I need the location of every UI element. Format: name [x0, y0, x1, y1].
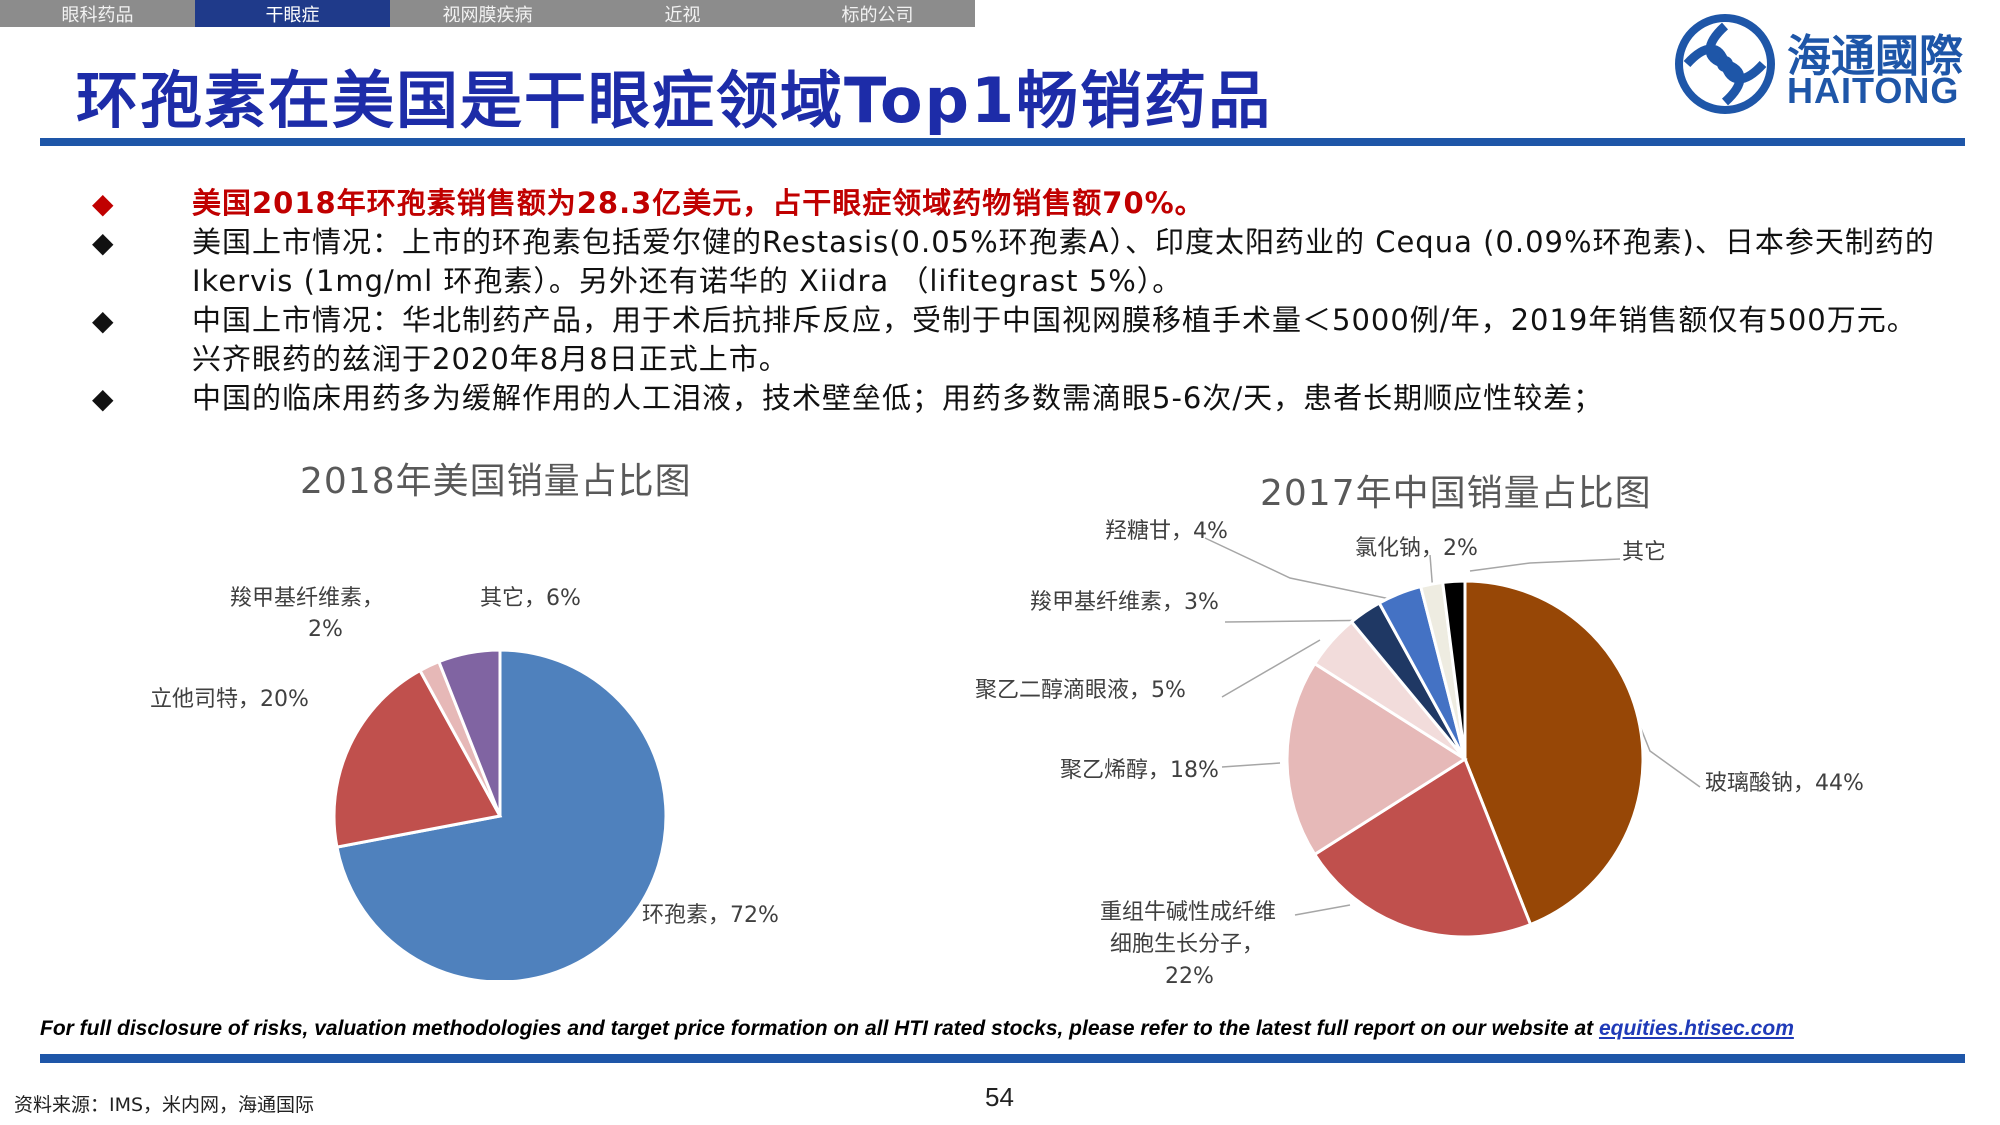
pie-label-pva: 聚乙烯醇，18%: [1060, 758, 1219, 783]
tab-target-companies[interactable]: 标的公司: [780, 0, 975, 27]
bullet-item: ◆ 中国的临床用药多为缓解作用的人工泪液，技术壁垒低；用药多数需滴眼5-6次/天…: [92, 379, 1942, 418]
bullet-item: ◆ 美国上市情况：上市的环孢素包括爱尔健的Restasis(0.05%环孢素A）…: [92, 223, 1942, 301]
haitong-logo-icon: [1675, 14, 1775, 114]
page-title: 环孢素在美国是干眼症领域Top1畅销药品: [76, 50, 1272, 140]
pie-label-sodium-hyaluronate: 玻璃酸钠，44%: [1705, 771, 1864, 796]
diamond-bullet-icon: ◆: [92, 379, 115, 418]
diamond-bullet-icon: ◆: [92, 184, 115, 223]
pie-chart-cn-2017: 羟糖甘，4% 氯化钠，2% 其它 羧甲基纤维素，3% 聚乙二醇滴眼液，5% 聚乙…: [960, 505, 1960, 1005]
logo-text-en: HAITONG: [1787, 70, 1959, 112]
top-nav: 眼科药品 干眼症 视网膜疾病 近视 标的公司: [0, 0, 975, 27]
title-divider: [40, 138, 1965, 146]
pie-label-cyclosporine: 环孢素，72%: [642, 903, 779, 928]
pie-label-cmc-line1: 羧甲基纤维素，: [230, 586, 384, 611]
footer-divider: [40, 1054, 1965, 1063]
haitong-logo: 海通國際 HAITONG: [1675, 14, 1975, 114]
disclosure-sentence: For full disclosure of risks, valuation …: [40, 1017, 1599, 1040]
bullet-text: 中国的临床用药多为缓解作用的人工泪液，技术壁垒低；用药多数需滴眼5-6次/天，患…: [192, 381, 1603, 415]
website-link[interactable]: equities.htisec.com: [1599, 1017, 1794, 1040]
bullet-item: ◆ 中国上市情况：华北制药产品，用于术后抗排斥反应，受制于中国视网膜移植手术量＜…: [92, 301, 1942, 379]
pie-label-peg: 聚乙二醇滴眼液，5%: [975, 678, 1186, 703]
pie-label-rbfgf-line3: 22%: [1165, 964, 1214, 989]
tab-retina-disease[interactable]: 视网膜疾病: [390, 0, 585, 27]
bullet-text: 美国2018年环孢素销售额为28.3亿美元，占干眼症领域药物销售额70%。: [192, 186, 1205, 220]
bullet-item: ◆ 美国2018年环孢素销售额为28.3亿美元，占干眼症领域药物销售额70%。: [92, 184, 1942, 223]
bullet-text: 中国上市情况：华北制药产品，用于术后抗排斥反应，受制于中国视网膜移植手术量＜50…: [192, 303, 1917, 376]
pie-label-hydroxy: 羟糖甘，4%: [1105, 519, 1228, 544]
data-source: 资料来源：IMS，米内网，海通国际: [14, 1090, 314, 1117]
disclosure-text: For full disclosure of risks, valuation …: [40, 1017, 1794, 1041]
chart-title-us-2018: 2018年美国销量占比图: [300, 452, 692, 504]
diamond-bullet-icon: ◆: [92, 223, 115, 262]
diamond-bullet-icon: ◆: [92, 301, 115, 340]
page-number: 54: [985, 1082, 1014, 1113]
bullet-text: 美国上市情况：上市的环孢素包括爱尔健的Restasis(0.05%环孢素A）、印…: [192, 225, 1935, 298]
tab-myopia[interactable]: 近视: [585, 0, 780, 27]
pie-label-rbfgf-line1: 重组牛碱性成纤维: [1100, 900, 1276, 925]
leader-line-other: [1470, 559, 1620, 571]
pie-label-cmc-line2: 2%: [308, 617, 343, 642]
bullet-list: ◆ 美国2018年环孢素销售额为28.3亿美元，占干眼症领域药物销售额70%。 …: [92, 184, 1942, 418]
tab-dry-eye[interactable]: 干眼症: [195, 0, 390, 27]
pie-label-sodium-chloride: 氯化钠，2%: [1355, 536, 1478, 561]
leader-line-rbfgf: [1295, 905, 1350, 915]
pie-label-cmc: 羧甲基纤维素，3%: [1030, 590, 1219, 615]
pie-label-lifitegrast: 立他司特，20%: [150, 687, 309, 712]
pie-chart-us-2018: 羧甲基纤维素， 2% 其它，6% 立他司特，20% 环孢素，72%: [130, 560, 850, 980]
leader-line-pva: [1222, 763, 1280, 767]
pie-label-other: 其它: [1622, 540, 1666, 565]
pie-label-other: 其它，6%: [480, 586, 581, 611]
pie-label-rbfgf-line2: 细胞生长分子，: [1110, 932, 1264, 957]
tab-eye-drugs[interactable]: 眼科药品: [0, 0, 195, 27]
